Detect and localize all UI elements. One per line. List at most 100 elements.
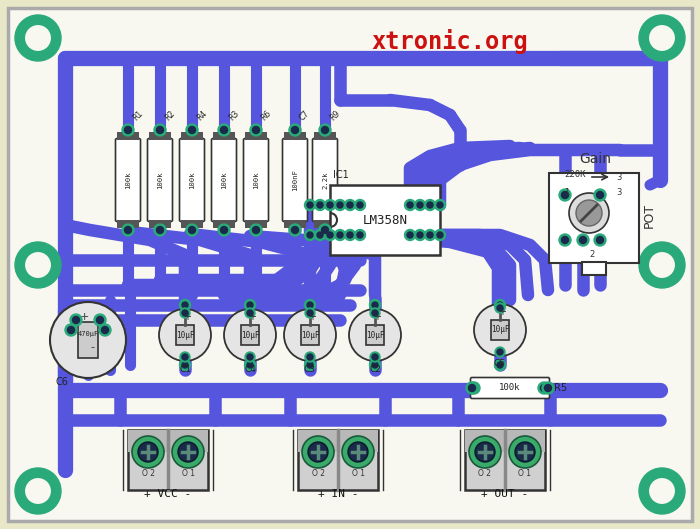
Circle shape — [218, 124, 230, 136]
FancyBboxPatch shape — [245, 220, 267, 228]
Circle shape — [125, 126, 132, 133]
Circle shape — [182, 310, 188, 316]
FancyBboxPatch shape — [241, 325, 259, 345]
Circle shape — [291, 226, 298, 233]
Circle shape — [24, 24, 52, 52]
Circle shape — [94, 314, 106, 326]
Circle shape — [569, 193, 609, 233]
FancyBboxPatch shape — [128, 430, 208, 490]
Circle shape — [475, 442, 495, 462]
FancyBboxPatch shape — [176, 325, 194, 345]
Circle shape — [289, 224, 301, 236]
Circle shape — [370, 299, 381, 311]
FancyBboxPatch shape — [128, 430, 208, 452]
Text: 100k: 100k — [499, 384, 521, 393]
Text: 2.2k: 2.2k — [322, 171, 328, 189]
Circle shape — [357, 202, 363, 208]
Text: POT: POT — [643, 203, 655, 227]
FancyBboxPatch shape — [312, 139, 337, 222]
Circle shape — [596, 191, 603, 198]
Circle shape — [284, 309, 336, 361]
Circle shape — [344, 230, 356, 241]
Circle shape — [424, 199, 435, 211]
FancyBboxPatch shape — [181, 132, 203, 140]
Circle shape — [417, 232, 423, 238]
FancyBboxPatch shape — [301, 325, 319, 345]
Text: +: + — [498, 307, 506, 317]
FancyBboxPatch shape — [549, 173, 639, 263]
FancyBboxPatch shape — [116, 139, 141, 222]
Text: O 1: O 1 — [519, 469, 531, 478]
Text: 10µF: 10µF — [301, 331, 319, 340]
Circle shape — [437, 232, 443, 238]
Text: R9: R9 — [328, 108, 342, 122]
Circle shape — [220, 126, 228, 133]
FancyBboxPatch shape — [8, 8, 692, 521]
Circle shape — [99, 324, 111, 336]
Text: 10µF: 10µF — [176, 331, 195, 340]
Circle shape — [73, 316, 80, 324]
FancyBboxPatch shape — [330, 185, 440, 255]
Circle shape — [515, 442, 535, 462]
Circle shape — [314, 230, 326, 241]
Circle shape — [497, 349, 503, 355]
Circle shape — [405, 199, 416, 211]
Circle shape — [188, 126, 195, 133]
Circle shape — [132, 436, 164, 468]
Circle shape — [407, 232, 413, 238]
FancyBboxPatch shape — [298, 430, 378, 490]
Circle shape — [495, 303, 505, 313]
Circle shape — [469, 436, 501, 468]
Text: +: + — [373, 312, 381, 322]
Circle shape — [427, 232, 433, 238]
Circle shape — [344, 199, 356, 211]
Circle shape — [247, 302, 253, 308]
Circle shape — [347, 232, 353, 238]
Circle shape — [542, 382, 554, 394]
Circle shape — [348, 442, 368, 462]
Circle shape — [559, 189, 571, 201]
Circle shape — [291, 126, 298, 133]
Circle shape — [304, 199, 316, 211]
Circle shape — [186, 224, 198, 236]
Circle shape — [372, 310, 378, 316]
Text: 2: 2 — [589, 250, 594, 259]
FancyBboxPatch shape — [211, 139, 237, 222]
Circle shape — [335, 199, 346, 211]
Text: +: + — [183, 312, 191, 322]
Circle shape — [159, 309, 211, 361]
Circle shape — [319, 124, 331, 136]
Circle shape — [319, 224, 331, 236]
Circle shape — [407, 202, 413, 208]
Circle shape — [559, 234, 571, 246]
Text: O 2: O 2 — [312, 469, 325, 478]
Circle shape — [50, 302, 126, 378]
FancyBboxPatch shape — [465, 430, 545, 490]
Text: + IN -: + IN - — [318, 489, 358, 499]
Circle shape — [370, 308, 380, 318]
Circle shape — [180, 352, 190, 362]
Circle shape — [317, 232, 323, 238]
Circle shape — [577, 234, 589, 246]
Text: 1: 1 — [564, 188, 569, 197]
Text: R3: R3 — [227, 108, 241, 122]
Circle shape — [639, 468, 685, 514]
FancyBboxPatch shape — [213, 220, 235, 228]
Circle shape — [497, 362, 503, 368]
Circle shape — [576, 200, 602, 226]
Circle shape — [179, 360, 190, 370]
FancyBboxPatch shape — [117, 132, 139, 140]
FancyBboxPatch shape — [314, 220, 336, 228]
Text: 100k: 100k — [221, 171, 227, 189]
Circle shape — [648, 251, 676, 279]
Circle shape — [648, 24, 676, 52]
Circle shape — [414, 230, 426, 241]
Text: 220K: 220K — [564, 170, 585, 179]
Circle shape — [540, 385, 547, 391]
Text: C7: C7 — [298, 108, 312, 122]
Text: R6: R6 — [259, 108, 272, 122]
Circle shape — [305, 308, 315, 318]
Text: C4: C4 — [244, 364, 256, 373]
Circle shape — [289, 124, 301, 136]
Text: R1: R1 — [131, 108, 144, 122]
